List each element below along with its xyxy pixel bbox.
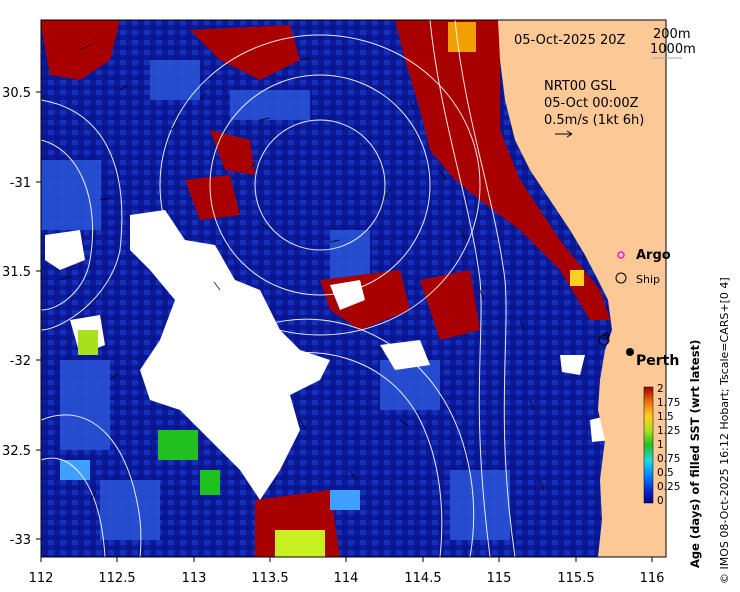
colorbar-tick: 1.25 (657, 425, 680, 437)
isobath-label-200m: 200m (653, 27, 690, 42)
x-tick-label: 113.5 (251, 571, 288, 586)
x-tick-label: 113 (182, 571, 207, 586)
sst-lighter-patches (41, 60, 510, 540)
y-tick-label: 30.5 (2, 86, 31, 101)
current-vectors (59, 44, 545, 501)
colorbar-tick: 1.5 (657, 411, 674, 423)
colorbar-tick: 0.75 (657, 453, 680, 465)
map-frame (40, 19, 667, 558)
y-tick-label: -31 (10, 176, 31, 191)
x-tick-label: 112 (29, 571, 54, 586)
map-plot-area[interactable] (40, 20, 666, 557)
land-western-australia (498, 20, 666, 557)
colorbar-tick: 1.75 (657, 397, 680, 409)
x-tick-label: 115 (487, 571, 512, 586)
colorbar-tick: 0 (657, 495, 664, 507)
x-tick-label: 116 (640, 571, 665, 586)
y-tick-label: 31.5 (2, 265, 31, 280)
colorbar-tick: 0.25 (657, 481, 680, 493)
y-tick-label: -33 (10, 533, 31, 548)
argo-marker-icon (617, 251, 625, 259)
ssh-contours (41, 20, 516, 557)
sst-warm-coastal-band (41, 20, 610, 557)
colorbar-title: Age (days) of filled SST (wrt latest) (688, 340, 702, 568)
ship-marker-icon (615, 272, 627, 284)
y-tick-label: -32 (10, 354, 31, 369)
perth-city-label: Perth (636, 353, 679, 369)
colorbar: 2 1.75 1.5 1.25 1 0.75 0.5 0.25 0 (643, 383, 680, 507)
map-timestamp: 05-Oct-2025 20Z (514, 33, 626, 48)
ship-position-marker (602, 332, 610, 340)
x-tick-label: 114 (334, 571, 359, 586)
velocity-scale-arrow (555, 130, 573, 138)
y-tick-label: 32.5 (2, 444, 31, 459)
colorbar-tick: 2 (657, 383, 664, 395)
colorbar-tick: 0.5 (657, 467, 674, 479)
x-tick-label: 114.5 (404, 571, 441, 586)
sst-orange-spot (448, 22, 476, 52)
imos-credit: © IMOS 08-Oct-2025 16:12 Hobart; Tscale=… (718, 277, 731, 584)
x-tick-label: 115.5 (557, 571, 594, 586)
ship-legend-label: Ship (636, 273, 660, 286)
ship-position-marker (598, 334, 610, 346)
nrt-time-label: 05-Oct 00:00Z (544, 96, 639, 111)
x-axis: 112 112.5 113 113.5 114 114.5 115 115.5 … (29, 557, 665, 586)
y-axis: 30.5 -31 31.5 -32 32.5 -33 (2, 86, 41, 548)
velocity-scale-label: 0.5m/s (1kt 6h) (544, 113, 644, 128)
isobath-label-1000m: 1000m (650, 42, 696, 57)
argo-legend-label: Argo (636, 248, 671, 263)
sst-recent-patches (60, 270, 584, 557)
colorbar-tick: 1 (657, 439, 664, 451)
nrt-product-label: NRT00 GSL (544, 79, 617, 94)
perth-city-dot (626, 348, 634, 356)
x-tick-label: 112.5 (98, 571, 135, 586)
